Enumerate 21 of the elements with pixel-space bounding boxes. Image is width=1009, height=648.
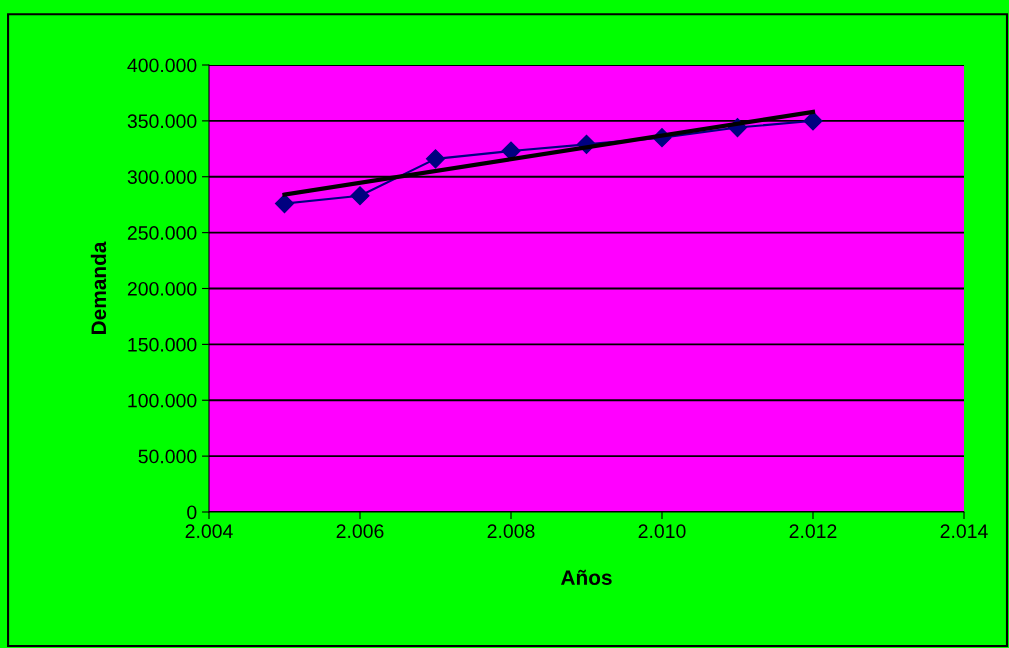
y-tick-label: 50.000 bbox=[138, 449, 197, 464]
x-tick-label: 2.008 bbox=[487, 524, 535, 539]
y-tick-label: 0 bbox=[187, 505, 197, 520]
x-tick-label: 2.004 bbox=[185, 524, 233, 539]
y-tick-label: 400.000 bbox=[127, 58, 197, 73]
y-tick-label: 350.000 bbox=[127, 114, 197, 129]
x-axis-title: Años bbox=[560, 569, 612, 586]
point bbox=[803, 111, 823, 131]
x-tick-label: 2.014 bbox=[940, 524, 988, 539]
y-axis-title: Demanda bbox=[90, 241, 107, 334]
point bbox=[274, 194, 295, 214]
y-tick-label: 150.000 bbox=[128, 337, 197, 352]
y-tick-label: 300.000 bbox=[127, 170, 197, 184]
x-tick-label: 2.012 bbox=[789, 524, 837, 539]
y-tick-label: 250.000 bbox=[127, 226, 197, 240]
x-tick-label: 2.006 bbox=[336, 524, 384, 539]
y-tick-label: 100.000 bbox=[128, 393, 197, 408]
point bbox=[425, 149, 446, 169]
x-tick-label: 2.010 bbox=[638, 524, 686, 539]
point bbox=[350, 186, 370, 206]
y-tick-label: 200.000 bbox=[127, 281, 197, 296]
